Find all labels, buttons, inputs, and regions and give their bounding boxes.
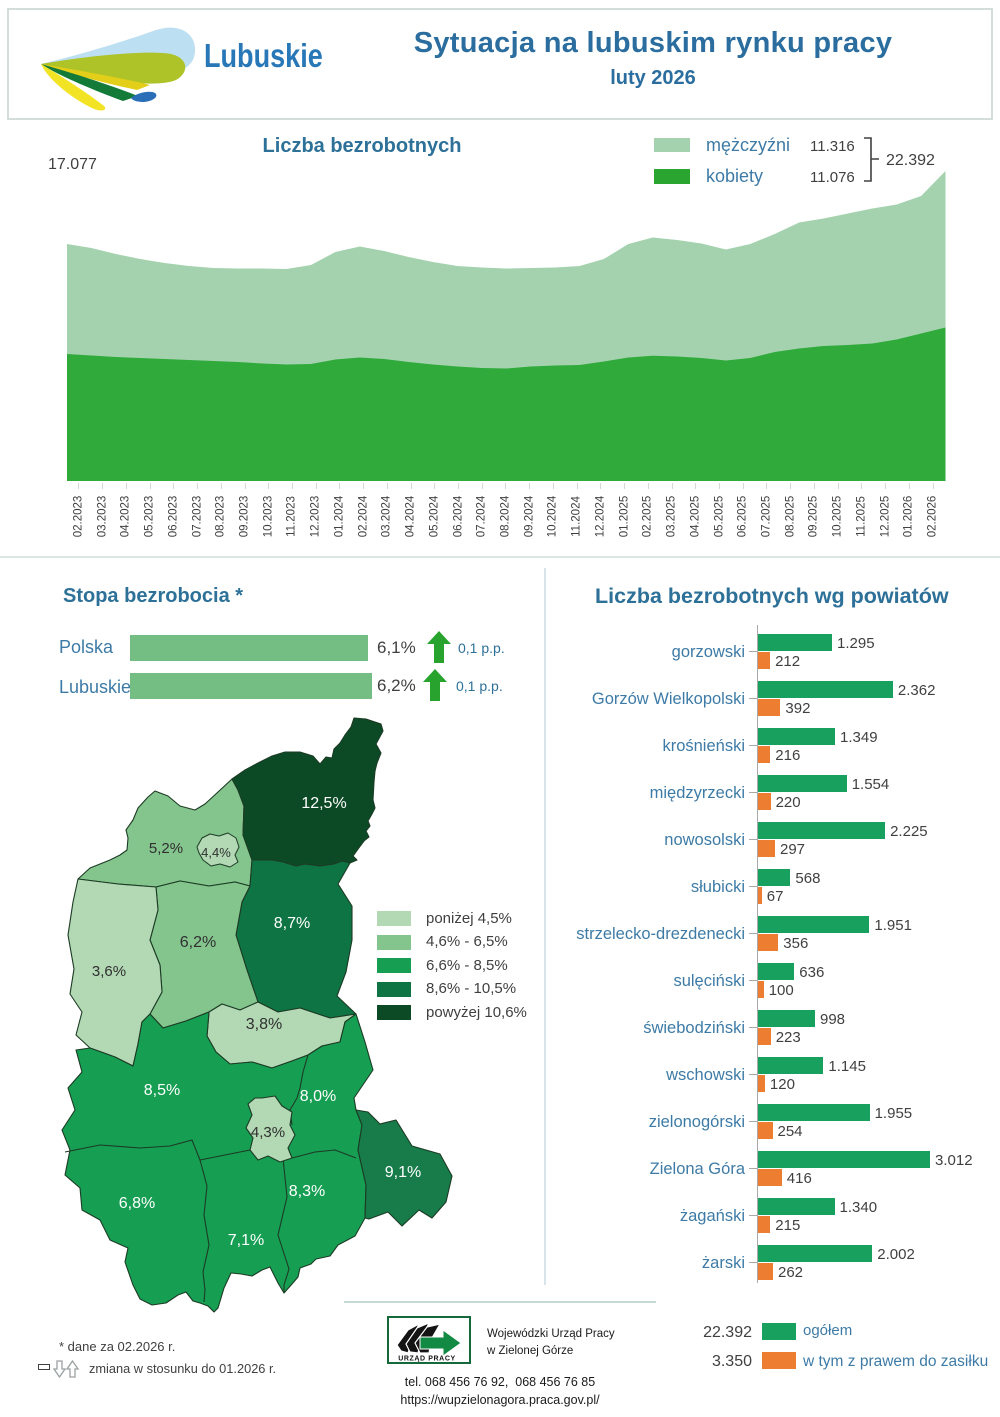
svg-text:3,6%: 3,6% [92, 963, 126, 980]
svg-text:4,3%: 4,3% [251, 1124, 285, 1141]
svg-text:6,2%: 6,2% [180, 934, 216, 951]
svg-text:URZĄD PRACY: URZĄD PRACY [398, 1356, 456, 1363]
svg-text:8,7%: 8,7% [274, 915, 310, 932]
svg-text:5,2%: 5,2% [149, 840, 183, 857]
svg-text:8,5%: 8,5% [144, 1082, 180, 1099]
svg-text:8,0%: 8,0% [300, 1088, 336, 1105]
svg-text:6,8%: 6,8% [119, 1195, 155, 1212]
svg-text:7,1%: 7,1% [228, 1232, 264, 1249]
svg-text:4,4%: 4,4% [201, 845, 231, 860]
svg-text:8,3%: 8,3% [289, 1183, 325, 1200]
svg-text:12,5%: 12,5% [301, 795, 346, 812]
svg-text:3,8%: 3,8% [246, 1016, 282, 1033]
svg-text:9,1%: 9,1% [385, 1164, 421, 1181]
